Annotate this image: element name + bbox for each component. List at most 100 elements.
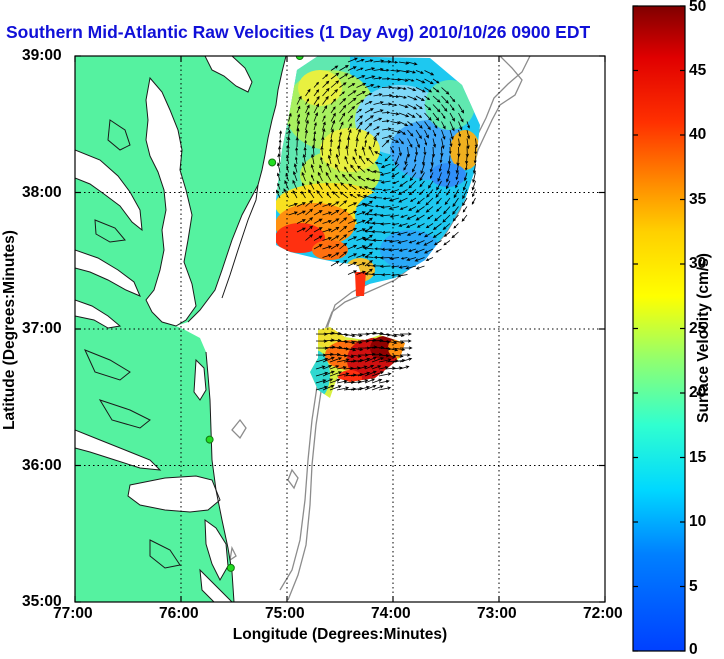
velocity-arrow <box>474 138 478 149</box>
velocity-arrow <box>424 248 434 254</box>
radar-station-marker <box>226 563 235 572</box>
velocity-arrow <box>435 197 442 205</box>
velocity-arrow <box>348 183 357 190</box>
velocity-arrow <box>364 122 373 131</box>
velocity-arrow <box>305 104 310 114</box>
velocity-arrow <box>339 65 349 71</box>
colorbar <box>632 5 686 652</box>
velocity-arrow <box>329 147 332 156</box>
velocity-arrow <box>415 104 423 110</box>
velocity-arrow <box>322 378 334 384</box>
velocity-arrow <box>322 105 328 114</box>
velocity-arrow <box>372 170 383 174</box>
velocity-arrow <box>363 203 374 207</box>
velocity-arrow <box>380 163 391 169</box>
velocity-arrow <box>398 70 410 74</box>
y-tick-label: 36:00 <box>22 456 62 474</box>
velocity-arrow <box>407 104 418 110</box>
velocity-arrow <box>424 104 432 111</box>
velocity-arrow <box>350 333 363 337</box>
velocity-arrow <box>378 372 392 377</box>
velocity-arrow <box>315 371 329 377</box>
velocity-arrow <box>339 73 349 80</box>
x-tick-label: 75:00 <box>265 605 305 622</box>
velocity-arrow <box>338 138 342 148</box>
velocity-arrow <box>415 265 425 270</box>
velocity-arrow <box>379 264 391 268</box>
velocity-arrow <box>452 214 459 222</box>
velocity-arrow <box>336 386 350 391</box>
velocity-arrow <box>276 189 281 199</box>
velocity-arrow <box>322 385 335 391</box>
velocity-arrow <box>350 164 357 173</box>
velocity-arrow <box>341 173 349 182</box>
velocity-arrow <box>398 146 402 157</box>
velocity-arrow <box>396 231 408 236</box>
velocity-arrow <box>401 172 408 179</box>
velocity-arrow <box>407 129 414 137</box>
velocity-arrow <box>347 114 354 122</box>
velocity-arrow <box>364 364 375 370</box>
velocity-arrow <box>381 77 391 81</box>
velocity-arrow <box>424 95 431 101</box>
velocity-arrow <box>319 164 323 173</box>
velocity-arrow <box>398 112 410 118</box>
velocity-arrow <box>414 257 425 262</box>
velocity-arrow <box>413 155 417 163</box>
velocity-arrow <box>313 89 320 97</box>
velocity-arrow <box>462 197 468 207</box>
y-tick-label: 37:00 <box>22 320 62 337</box>
velocity-arrow <box>415 138 420 149</box>
y-tick-label: 38:00 <box>22 183 62 201</box>
velocity-arrow <box>356 194 366 199</box>
velocity-arrow <box>279 130 283 139</box>
velocity-arrow <box>415 70 424 74</box>
velocity-arrow <box>432 95 441 103</box>
velocity-arrow <box>441 138 445 150</box>
velocity-arrow <box>415 214 425 221</box>
velocity-arrow <box>415 78 426 84</box>
velocity-arrow <box>335 174 340 182</box>
velocity-arrow <box>288 112 292 122</box>
velocity-arrow <box>443 206 451 215</box>
velocity-arrow <box>373 126 380 131</box>
velocity-arrow <box>398 265 408 269</box>
velocity-arrow <box>357 357 371 363</box>
velocity-arrow <box>321 136 325 148</box>
velocity-arrow <box>426 214 434 220</box>
velocity-arrow <box>398 78 409 82</box>
velocity-arrow <box>392 340 405 344</box>
velocity-arrow <box>364 385 377 391</box>
velocity-arrow <box>462 189 468 200</box>
velocity-arrow <box>392 347 406 351</box>
x-tick-label: 72:00 <box>583 605 623 622</box>
velocity-arrow <box>461 214 468 222</box>
velocity-arrow <box>313 201 323 207</box>
velocity-arrow <box>336 379 348 384</box>
radar-station-marker <box>205 435 214 444</box>
velocity-arrow <box>356 253 366 258</box>
velocity-arrow <box>322 254 332 258</box>
velocity-arrow <box>382 188 391 192</box>
velocity-arrow <box>305 225 314 233</box>
velocity-arrow <box>436 180 442 191</box>
velocity-arrow <box>399 357 413 363</box>
velocity-arrow <box>383 239 391 243</box>
velocity-arrow <box>322 370 335 377</box>
velocity-arrow <box>347 227 358 233</box>
velocity-arrow <box>330 252 340 258</box>
velocity-arrow <box>348 173 357 182</box>
velocity-arrow <box>339 121 344 131</box>
velocity-arrow <box>364 217 373 224</box>
velocity-arrow <box>403 163 408 171</box>
velocity-arrow <box>326 192 332 199</box>
velocity-arrow <box>406 231 417 236</box>
velocity-arrow <box>449 138 453 148</box>
velocity-arrow <box>352 156 357 165</box>
velocity-arrow <box>462 180 468 191</box>
velocity-arrow <box>426 189 434 198</box>
velocity-arrow <box>414 248 425 254</box>
velocity-arrow <box>458 104 465 114</box>
velocity-arrow <box>322 80 330 88</box>
velocity-arrow <box>347 105 356 114</box>
